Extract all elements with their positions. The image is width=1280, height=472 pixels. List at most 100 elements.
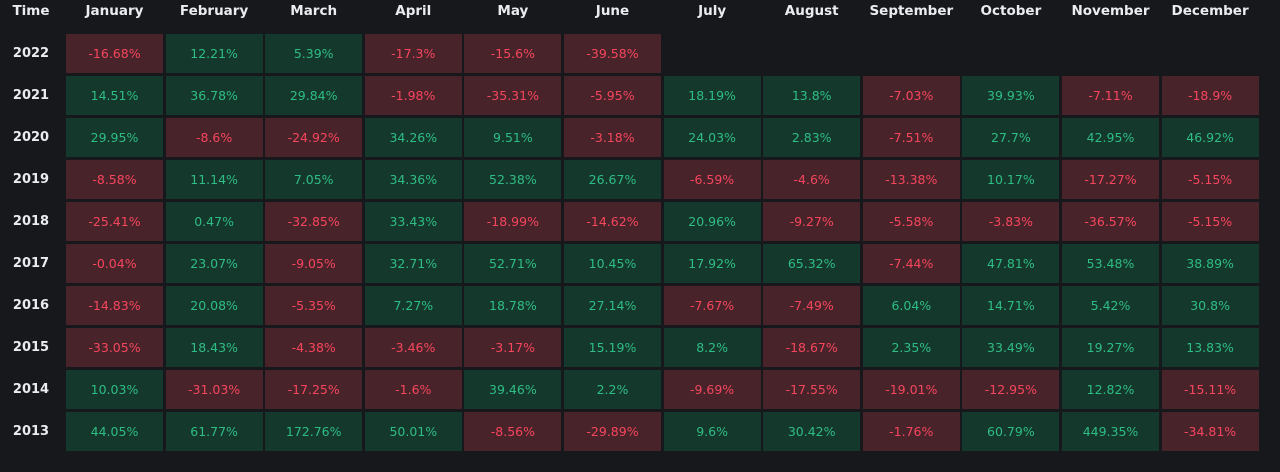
return-cell: 36.78% (165, 76, 263, 115)
header-month-february: February (179, 3, 249, 19)
return-cell: 33.49% (962, 328, 1060, 367)
return-cell: -15.11% (1161, 370, 1259, 409)
return-cell: -32.85% (265, 202, 363, 241)
header-month-january: January (85, 3, 144, 19)
row-year-label: 2022 (12, 46, 50, 61)
row-year-label: 2017 (12, 256, 50, 271)
return-cell: -3.18% (564, 118, 661, 157)
return-cell: 13.83% (1161, 328, 1259, 367)
return-cell: 18.19% (663, 76, 761, 115)
return-cell: 14.51% (66, 76, 163, 115)
return-cell: 9.51% (464, 118, 562, 157)
return-cell: 29.84% (265, 76, 363, 115)
return-cell: -34.81% (1161, 412, 1259, 451)
return-cell: 39.46% (464, 370, 562, 409)
return-cell: 10.17% (962, 160, 1060, 199)
return-cell: 2.35% (862, 328, 960, 367)
return-cell: -8.56% (464, 412, 562, 451)
return-cell: -17.27% (1062, 160, 1159, 199)
return-cell: 0.47% (165, 202, 263, 241)
return-cell: 6.04% (862, 286, 960, 325)
return-cell: 18.78% (464, 286, 562, 325)
header-month-december: December (1171, 3, 1249, 19)
row-year-label: 2013 (12, 424, 50, 439)
return-cell: 50.01% (364, 412, 462, 451)
return-cell: 39.93% (962, 76, 1060, 115)
return-cell: 20.96% (663, 202, 761, 241)
return-cell: -3.46% (364, 328, 462, 367)
return-cell: 52.71% (464, 244, 562, 283)
return-cell: 12.82% (1062, 370, 1159, 409)
return-cell: -3.83% (962, 202, 1060, 241)
return-cell: -9.27% (763, 202, 861, 241)
return-cell: 2.2% (564, 370, 661, 409)
return-cell: -1.76% (862, 412, 960, 451)
return-cell: -5.95% (564, 76, 661, 115)
return-cell: 53.48% (1062, 244, 1159, 283)
return-cell: 15.19% (564, 328, 661, 367)
return-cell: -36.57% (1062, 202, 1159, 241)
return-cell: -17.55% (763, 370, 861, 409)
header-month-april: April (395, 3, 432, 19)
return-cell: -3.17% (464, 328, 562, 367)
return-cell: -12.95% (962, 370, 1060, 409)
return-cell: 34.36% (364, 160, 462, 199)
return-cell: 18.43% (165, 328, 263, 367)
return-cell: 14.71% (962, 286, 1060, 325)
return-cell: -17.25% (265, 370, 363, 409)
return-cell: 27.7% (962, 118, 1060, 157)
return-cell: 46.92% (1161, 118, 1259, 157)
return-cell: 172.76% (265, 412, 363, 451)
return-cell: -18.9% (1161, 76, 1259, 115)
row-year-label: 2019 (12, 172, 50, 187)
return-cell: 42.95% (1062, 118, 1159, 157)
return-cell: 33.43% (364, 202, 462, 241)
return-cell: -16.68% (66, 34, 163, 73)
return-cell: 5.39% (265, 34, 363, 73)
return-cell: 24.03% (663, 118, 761, 157)
return-cell: 10.45% (564, 244, 661, 283)
return-cell: 2.83% (763, 118, 861, 157)
header-month-november: November (1071, 3, 1150, 19)
return-cell: -1.98% (364, 76, 462, 115)
return-cell: -7.11% (1062, 76, 1159, 115)
return-cell: 65.32% (763, 244, 861, 283)
return-cell: -4.38% (265, 328, 363, 367)
return-cell: 32.71% (364, 244, 462, 283)
header-month-september: September (869, 3, 954, 19)
return-cell: -5.15% (1161, 160, 1259, 199)
return-cell: -18.67% (763, 328, 861, 367)
return-cell: 5.42% (1062, 286, 1159, 325)
return-cell: 17.92% (663, 244, 761, 283)
header-month-october: October (980, 3, 1042, 19)
header-month-march: March (290, 3, 338, 19)
return-cell: -9.05% (265, 244, 363, 283)
return-cell: -14.83% (66, 286, 163, 325)
return-cell: 34.26% (364, 118, 462, 157)
return-cell: -14.62% (564, 202, 661, 241)
return-cell: -15.6% (464, 34, 562, 73)
return-cell: 13.8% (763, 76, 861, 115)
return-cell: -24.92% (265, 118, 363, 157)
return-cell: 12.21% (165, 34, 263, 73)
return-cell: -7.51% (862, 118, 960, 157)
return-cell: 29.95% (66, 118, 163, 157)
header-month-august: August (784, 3, 839, 19)
return-cell: 27.14% (564, 286, 661, 325)
return-cell: -7.49% (763, 286, 861, 325)
row-year-label: 2015 (12, 340, 50, 355)
return-cell: 26.67% (564, 160, 661, 199)
return-cell: -1.6% (364, 370, 462, 409)
return-cell: -39.58% (564, 34, 661, 73)
return-cell: 38.89% (1161, 244, 1259, 283)
return-cell: -9.69% (663, 370, 761, 409)
return-cell: 30.42% (763, 412, 861, 451)
return-cell: 60.79% (962, 412, 1060, 451)
return-cell: 449.35% (1062, 412, 1159, 451)
return-cell: -29.89% (564, 412, 661, 451)
return-cell: -35.31% (464, 76, 562, 115)
return-cell: -8.58% (66, 160, 163, 199)
return-cell: 61.77% (165, 412, 263, 451)
return-cell: -7.44% (862, 244, 960, 283)
